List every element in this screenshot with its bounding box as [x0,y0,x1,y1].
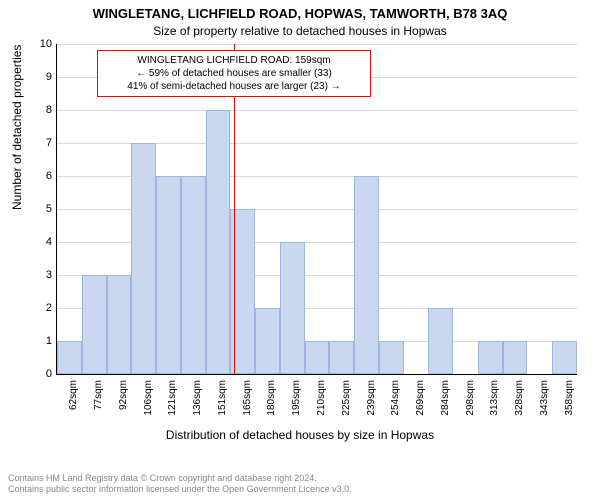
y-tick-label: 3 [36,269,52,281]
x-tick-label: 239sqm [366,380,377,424]
histogram-bar [181,176,206,374]
chart-footer: Contains HM Land Registry data © Crown c… [8,473,352,496]
x-tick-label: 121sqm [167,380,178,424]
annotation-line: ← 59% of detached houses are smaller (33… [104,67,364,80]
histogram-bar [156,176,181,374]
x-tick-label: 195sqm [291,380,302,424]
y-axis-label: Number of detached properties [10,45,24,210]
histogram-bar [329,341,354,374]
histogram-bar [478,341,503,374]
histogram-bar [503,341,528,374]
y-tick-label: 1 [36,335,52,347]
footer-line-2: Contains public sector information licen… [8,484,352,496]
x-tick-label: 269sqm [415,380,426,424]
x-tick-label: 343sqm [539,380,550,424]
x-tick-label: 62sqm [68,380,79,424]
y-tick-label: 4 [36,236,52,248]
histogram-bar [379,341,404,374]
y-tick-label: 7 [36,137,52,149]
x-tick-label: 106sqm [143,380,154,424]
histogram-bar [131,143,156,374]
footer-line-1: Contains HM Land Registry data © Crown c… [8,473,352,485]
y-tick-label: 2 [36,302,52,314]
y-tick-label: 10 [36,38,52,50]
annotation-line: WINGLETANG LICHFIELD ROAD: 159sqm [104,54,364,67]
histogram-bar [305,341,330,374]
annotation-line: 41% of semi-detached houses are larger (… [104,80,364,93]
histogram-bar [428,308,453,374]
x-tick-label: 151sqm [217,380,228,424]
x-tick-label: 254sqm [390,380,401,424]
chart-title-main: WINGLETANG, LICHFIELD ROAD, HOPWAS, TAMW… [0,6,600,21]
x-tick-label: 313sqm [489,380,500,424]
chart-title-sub: Size of property relative to detached ho… [0,24,600,38]
x-tick-label: 180sqm [266,380,277,424]
x-tick-label: 165sqm [242,380,253,424]
x-tick-label: 225sqm [341,380,352,424]
y-tick-label: 5 [36,203,52,215]
x-tick-label: 358sqm [564,380,575,424]
x-tick-label: 328sqm [514,380,525,424]
histogram-bar [280,242,305,374]
histogram-bar [107,275,132,374]
x-axis-label: Distribution of detached houses by size … [0,428,600,442]
histogram-bar [57,341,82,374]
x-tick-label: 210sqm [316,380,327,424]
gridline [57,44,577,45]
histogram-bar [82,275,107,374]
x-tick-label: 77sqm [93,380,104,424]
annotation-box: WINGLETANG LICHFIELD ROAD: 159sqm← 59% o… [97,50,371,97]
gridline [57,110,577,111]
histogram-bar [255,308,280,374]
x-tick-label: 284sqm [440,380,451,424]
histogram-bar [354,176,379,374]
histogram-bar [552,341,577,374]
chart-plot-area: WINGLETANG LICHFIELD ROAD: 159sqm← 59% o… [56,44,577,375]
x-tick-label: 298sqm [465,380,476,424]
y-tick-label: 0 [36,368,52,380]
y-tick-label: 8 [36,104,52,116]
x-tick-label: 136sqm [192,380,203,424]
y-tick-label: 6 [36,170,52,182]
y-tick-label: 9 [36,71,52,83]
histogram-bar [206,110,231,374]
x-tick-label: 92sqm [118,380,129,424]
